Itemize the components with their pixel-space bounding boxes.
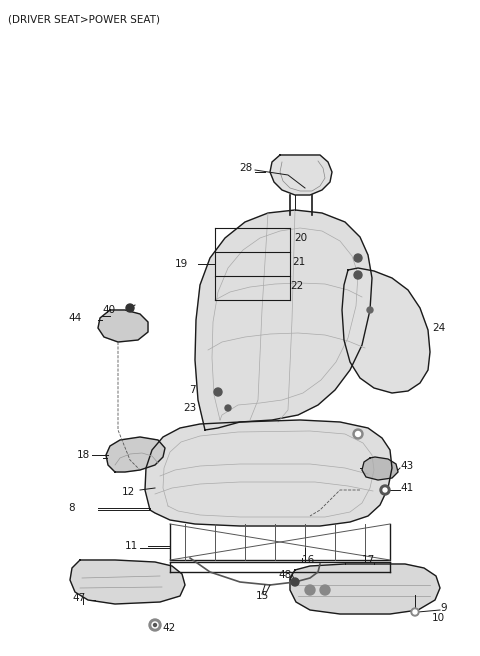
Text: 43: 43 <box>400 461 413 471</box>
Text: 21: 21 <box>292 257 305 267</box>
Circle shape <box>225 405 231 411</box>
Text: 22: 22 <box>290 281 303 291</box>
Polygon shape <box>70 560 185 604</box>
Text: 12: 12 <box>122 487 135 497</box>
Text: 16: 16 <box>302 555 315 565</box>
Circle shape <box>154 623 156 626</box>
Text: 9: 9 <box>440 603 446 613</box>
Text: 47: 47 <box>72 593 85 603</box>
Text: 11: 11 <box>125 541 138 551</box>
Polygon shape <box>290 564 440 614</box>
Circle shape <box>354 271 362 279</box>
Text: 48: 48 <box>278 570 291 580</box>
Text: 10: 10 <box>432 613 445 623</box>
Text: 44: 44 <box>69 313 82 323</box>
Circle shape <box>126 304 134 312</box>
Polygon shape <box>342 268 430 393</box>
Polygon shape <box>106 437 165 472</box>
Circle shape <box>354 254 362 262</box>
Circle shape <box>291 578 299 586</box>
Text: 8: 8 <box>68 503 75 513</box>
Text: 28: 28 <box>239 163 252 173</box>
Circle shape <box>411 608 419 616</box>
Text: 42: 42 <box>162 623 175 633</box>
Polygon shape <box>195 210 372 430</box>
Circle shape <box>367 307 373 313</box>
Text: 23: 23 <box>183 403 196 413</box>
Text: 15: 15 <box>255 591 269 601</box>
Text: (DRIVER SEAT>POWER SEAT): (DRIVER SEAT>POWER SEAT) <box>8 14 160 24</box>
Circle shape <box>305 585 315 595</box>
Text: 24: 24 <box>432 323 445 333</box>
Polygon shape <box>362 457 398 480</box>
Circle shape <box>152 622 158 628</box>
Circle shape <box>383 488 387 492</box>
Circle shape <box>413 610 417 614</box>
Circle shape <box>380 485 390 495</box>
Circle shape <box>320 585 330 595</box>
Text: 7: 7 <box>190 385 196 395</box>
Text: 41: 41 <box>400 483 413 493</box>
Text: 40: 40 <box>102 305 115 315</box>
Text: 19: 19 <box>175 259 188 269</box>
Polygon shape <box>145 420 392 526</box>
Text: 18: 18 <box>77 450 90 460</box>
Circle shape <box>353 429 363 439</box>
Text: 17: 17 <box>362 555 375 565</box>
Polygon shape <box>98 310 148 342</box>
Polygon shape <box>270 155 332 195</box>
Circle shape <box>356 432 360 436</box>
Text: 20: 20 <box>294 233 307 243</box>
Circle shape <box>149 619 161 631</box>
Circle shape <box>214 388 222 396</box>
